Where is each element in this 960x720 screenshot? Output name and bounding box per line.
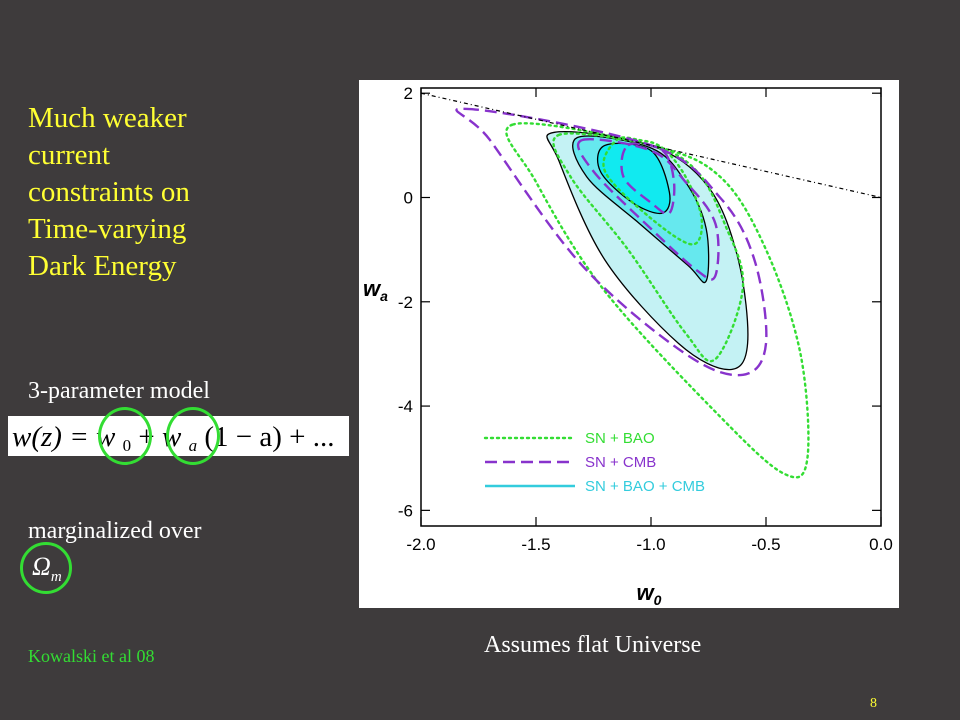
tick-layer: -2.0 -1.5 -1.0 -0.5 0.0 2 0 -2 -4 -6 bbox=[398, 84, 893, 554]
slide-number: 8 bbox=[870, 696, 877, 711]
omega-highlight-circle bbox=[20, 542, 72, 594]
x-tick-label: -1.5 bbox=[521, 535, 550, 554]
x-axis-title-main: w bbox=[637, 580, 656, 605]
reference-line bbox=[421, 92, 881, 199]
w0-highlight-circle bbox=[98, 407, 152, 465]
y-axis-title-sub: a bbox=[380, 288, 388, 304]
title-line-3: constraints on bbox=[28, 176, 190, 208]
model-label: 3-parameter model bbox=[28, 378, 210, 404]
x-tick-label: -2.0 bbox=[406, 535, 435, 554]
chart-caption: Assumes flat Universe bbox=[484, 632, 702, 658]
formula-lhs: w(z) = bbox=[12, 421, 96, 453]
x-tick-label: 0.0 bbox=[869, 535, 893, 554]
slide-title: Much weaker current constraints on Time-… bbox=[28, 100, 328, 285]
y-axis-title-main: w bbox=[363, 276, 382, 301]
contour-sn-bao-99 bbox=[505, 122, 810, 479]
legend-label-2: SN + CMB bbox=[585, 454, 656, 471]
citation: Kowalski et al 08 bbox=[28, 646, 155, 666]
x-axis-title: w0 bbox=[637, 580, 662, 608]
contour-sn-cmb-68 bbox=[620, 142, 676, 216]
contour-layer bbox=[455, 107, 810, 479]
y-tick-label: -2 bbox=[398, 293, 413, 312]
x-axis-title-sub: 0 bbox=[654, 592, 662, 608]
legend-label-3: SN + BAO + CMB bbox=[585, 478, 705, 495]
y-tick-label: -6 bbox=[398, 501, 413, 520]
chart-panel: -2.0 -1.5 -1.0 -0.5 0.0 2 0 -2 -4 -6 SN + BAO SN +… bbox=[359, 80, 899, 608]
legend-label-1: SN + BAO bbox=[585, 430, 655, 447]
title-line-2: current bbox=[28, 139, 111, 171]
y-tick-label: -4 bbox=[398, 397, 413, 416]
contour-sn-cmb-95 bbox=[576, 138, 720, 281]
formula-rest: (1 − a) + ... bbox=[204, 421, 334, 453]
y-tick-label: 2 bbox=[404, 84, 413, 103]
chart-legend: SN + BAO SN + CMB SN + BAO + CMB bbox=[483, 430, 705, 495]
title-line-1: Much weaker bbox=[28, 102, 187, 134]
contour-sn-cmb-99 bbox=[455, 107, 768, 377]
contour-sn-bao-68 bbox=[602, 136, 704, 246]
title-line-4: Time-varying bbox=[28, 213, 187, 245]
contour-sn-bao-95 bbox=[552, 132, 745, 363]
x-tick-label: -0.5 bbox=[751, 535, 780, 554]
marginalized-label: marginalized over bbox=[28, 518, 202, 544]
title-line-5: Dark Energy bbox=[28, 250, 177, 282]
wa-highlight-circle bbox=[166, 407, 220, 465]
y-axis-title: wa bbox=[363, 276, 388, 304]
x-tick-label: -1.0 bbox=[636, 535, 665, 554]
y-tick-label: 0 bbox=[404, 189, 413, 208]
reference-line-layer bbox=[421, 92, 881, 199]
